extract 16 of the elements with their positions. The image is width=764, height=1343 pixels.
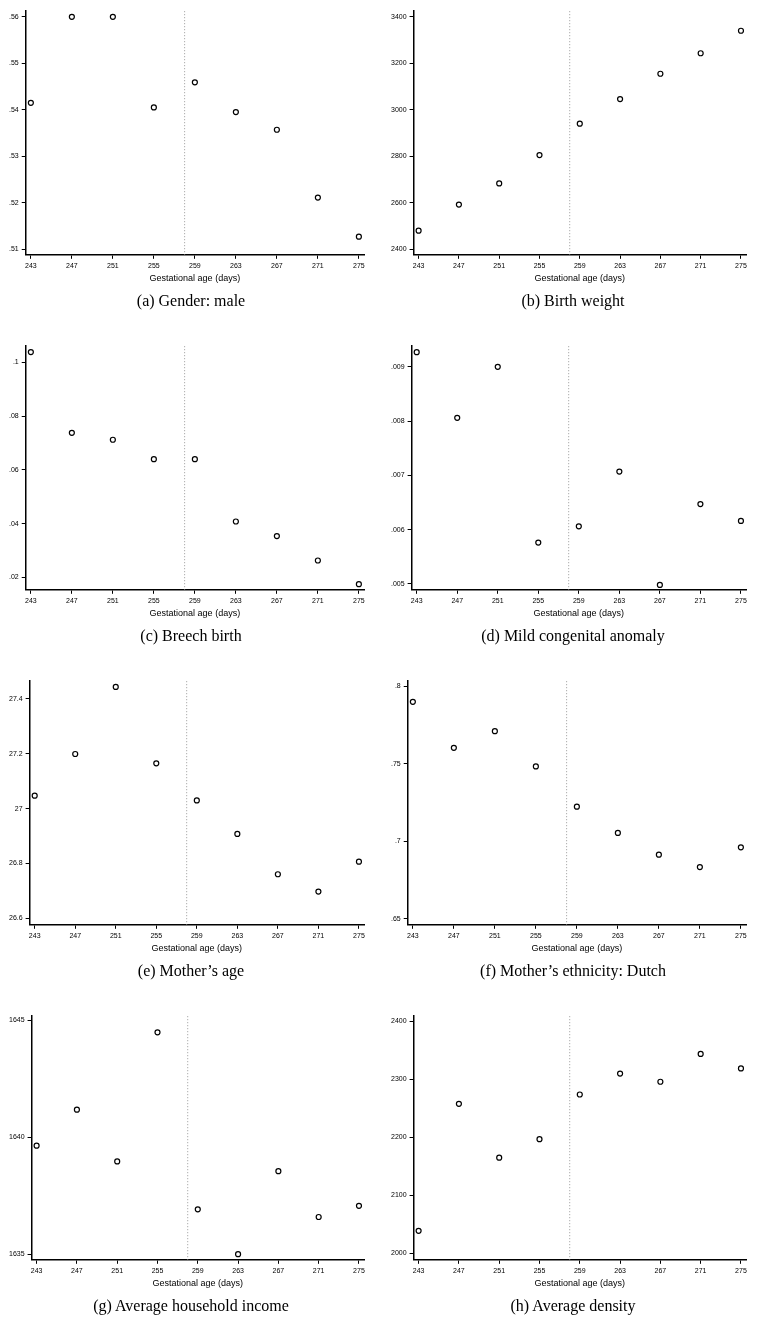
x-axis-title: Gestational age (days) bbox=[149, 273, 241, 284]
x-axis-title: Gestational age (days) bbox=[531, 943, 623, 954]
x-axis-title: Gestational age (days) bbox=[534, 1278, 626, 1289]
text: (g) Average household income bbox=[92, 1297, 290, 1315]
x-axis-title: Gestational age (days) bbox=[533, 608, 625, 619]
x-axis-title: Gestational age (days) bbox=[152, 1278, 244, 1289]
text: (d) Mild congenital anomaly bbox=[480, 627, 666, 645]
x-axis-title: Gestational age (days) bbox=[149, 608, 241, 619]
text: (a) Gender: male bbox=[135, 292, 247, 310]
x-axis-title: Gestational age (days) bbox=[151, 943, 243, 954]
text: (c) Breech birth bbox=[139, 627, 243, 645]
text: (b) Birth weight bbox=[520, 292, 626, 310]
text: (e) Mother’s age bbox=[136, 962, 246, 980]
x-axis-title: Gestational age (days) bbox=[534, 273, 626, 284]
text: (h) Average density bbox=[509, 1297, 637, 1315]
text: (f) Mother’s ethnicity: Dutch bbox=[479, 962, 667, 980]
